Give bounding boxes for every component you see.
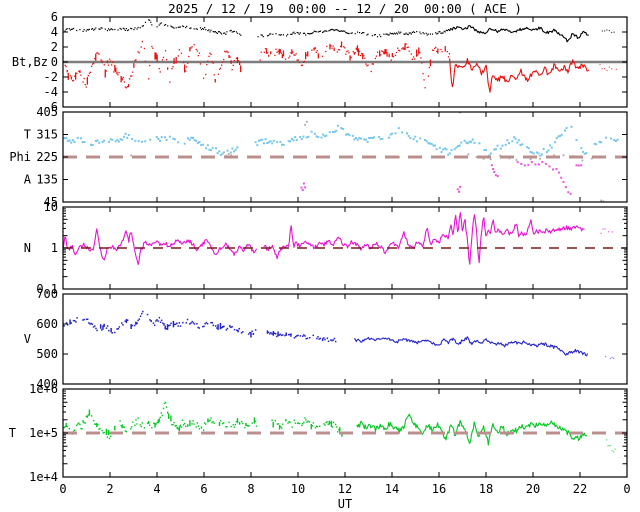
x-axis: 0 2 4 6 8 10 12 14 16 18 20 22 0	[59, 482, 630, 496]
tick-marks	[62, 16, 628, 108]
x-tick-label: 16	[432, 482, 446, 496]
x-tick-label: 0	[59, 482, 66, 496]
y-tick-label: 600	[36, 317, 58, 331]
y-tick-label: 700	[36, 287, 58, 301]
x-tick-label: 12	[338, 482, 352, 496]
param-label-bt-bz: Bt,Bz	[12, 55, 48, 69]
y-tick-label: 6	[51, 10, 58, 24]
param-label-phi: A	[24, 173, 32, 187]
param-label-phi: T	[24, 128, 31, 142]
series-bt	[63, 19, 615, 43]
param-label-t: T	[9, 426, 16, 440]
x-tick-label: 4	[153, 482, 160, 496]
x-tick-label: 14	[385, 482, 399, 496]
y-tick-label: 1e+5	[29, 426, 58, 440]
x-tick-label: 0	[623, 482, 630, 496]
panel-frame	[62, 293, 628, 385]
x-tick-label: 20	[526, 482, 540, 496]
panel-phi: 405 315 225 135 45 T Phi A	[9, 105, 628, 209]
x-tick-label: 6	[200, 482, 207, 496]
x-tick-label: 22	[573, 482, 587, 496]
x-tick-label: 10	[291, 482, 305, 496]
y-tick-label: 405	[36, 105, 58, 119]
series-density	[63, 212, 614, 266]
panel-n: 10 1 0.1 N	[24, 200, 628, 296]
y-tick-label: -4	[44, 85, 58, 99]
y-tick-label: 2	[51, 40, 58, 54]
series-phi-alt	[300, 161, 583, 195]
series-bz	[63, 40, 617, 93]
y-tick-label: 1e+6	[29, 382, 58, 396]
series-speed	[63, 310, 615, 360]
y-tick-label: 400	[36, 377, 58, 391]
y-tick-label: 315	[36, 128, 58, 142]
y-tick-label: 1e+4	[29, 470, 58, 484]
param-label-v: V	[24, 332, 31, 346]
y-tick-label: 10	[44, 200, 58, 214]
y-tick-label: 135	[36, 173, 58, 187]
y-tick-label: 500	[36, 347, 58, 361]
tick-marks	[62, 111, 628, 203]
series-temperature	[63, 401, 616, 453]
tick-marks	[62, 206, 628, 290]
panel-frame	[62, 206, 628, 290]
x-tick-label: 18	[479, 482, 493, 496]
plot-title: 2025 / 12 / 19 00:00 -- 12 / 20 00:00 ( …	[168, 1, 522, 16]
tick-marks	[62, 293, 628, 385]
x-tick-label: 2	[106, 482, 113, 496]
y-tick-label: 0	[51, 55, 58, 69]
x-tick-label: 8	[247, 482, 254, 496]
param-label-n: N	[24, 241, 31, 255]
x-axis-title: UT	[338, 497, 352, 511]
y-tick-label: 45	[44, 195, 58, 209]
panel-v: 700 600 500 400 V	[24, 287, 628, 391]
y-tick-label: 225	[36, 150, 58, 164]
series-phi-main	[63, 124, 619, 157]
y-tick-label: 1	[51, 241, 58, 255]
panel-t: 1e+6 1e+5 1e+4 T	[9, 382, 628, 484]
y-tick-label: -6	[44, 100, 58, 114]
y-tick-label: 4	[51, 25, 58, 39]
y-tick-label: -2	[44, 70, 58, 84]
y-tick-label: 0.1	[36, 282, 58, 296]
param-label-phi: Phi	[9, 150, 31, 164]
tick-marks	[62, 388, 628, 478]
